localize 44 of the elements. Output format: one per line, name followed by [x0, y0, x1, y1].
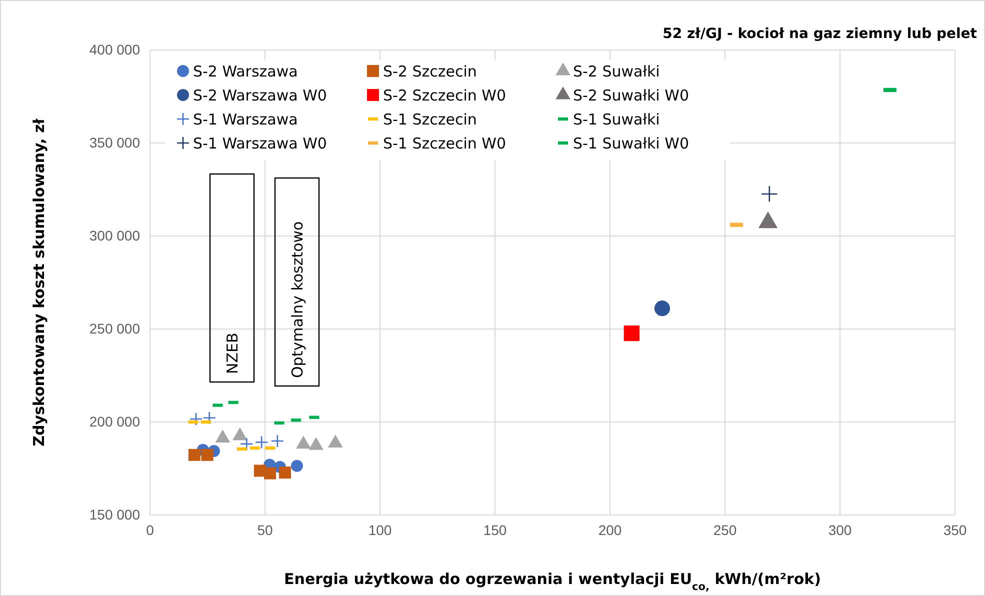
chart-title: 52 zł/GJ - kocioł na gaz ziemny lub pelet: [662, 26, 978, 42]
x-tick-label: 0: [146, 522, 154, 538]
point: [654, 300, 670, 316]
point: [189, 412, 203, 426]
y-tick-label: 400 000: [89, 41, 140, 58]
point: [760, 186, 778, 202]
x-axis-title: Energia użytkowa do ogrzewania i wentylacji EU$_{co,}$ kWh/(m²rok): [284, 570, 821, 593]
legend-label: S-1 Warszawa W0: [193, 134, 327, 152]
legend-label: S-1 Warszawa: [193, 110, 298, 128]
point: [202, 411, 216, 425]
legend-label: S-2 Warszawa: [193, 62, 298, 80]
x-tick-label: 50: [257, 522, 273, 538]
point: [290, 460, 303, 472]
legend-label: S-2 Szczecin W0: [383, 86, 506, 104]
legend-label: S-1 Suwałki: [573, 110, 660, 128]
x-tick-label: 150: [483, 522, 507, 538]
legend-label: S-1 Szczecin W0: [383, 134, 506, 152]
point: [264, 467, 276, 480]
annotation: NZEB: [223, 332, 242, 374]
legend-label: S-2 Warszawa W0: [193, 86, 327, 104]
y-axis-title: Zdyskontowany koszt skumulowany, zł: [30, 118, 48, 446]
point: [254, 436, 268, 449]
point: [201, 448, 214, 461]
x-tick-label: 250: [713, 522, 737, 538]
y-tick-label: 350 000: [89, 134, 140, 150]
legend-label: S-1 Szczecin: [383, 110, 477, 128]
legend-label: S-1 Suwałki W0: [573, 134, 689, 152]
x-tick-label: 100: [368, 522, 392, 538]
y-tick-label: 300 000: [89, 227, 140, 244]
y-tick-label: 250 000: [89, 320, 140, 336]
point: [240, 437, 254, 451]
y-tick-label: 200 000: [89, 413, 140, 430]
point: [188, 448, 200, 461]
point: [270, 434, 284, 448]
x-tick-label: 200: [598, 522, 622, 538]
legend-label: S-2 Suwałki W0: [573, 86, 689, 104]
point: [624, 325, 640, 342]
y-tick-label: 150 000: [89, 506, 140, 522]
annotation: Optymalny kosztowo: [288, 221, 306, 378]
legend-label: S-2 Suwałki: [573, 62, 660, 80]
x-tick-label: 300: [828, 522, 852, 538]
legend-label: S-2 Szczecin: [383, 62, 477, 80]
point: [279, 466, 292, 479]
x-tick-label: 350: [943, 522, 967, 538]
